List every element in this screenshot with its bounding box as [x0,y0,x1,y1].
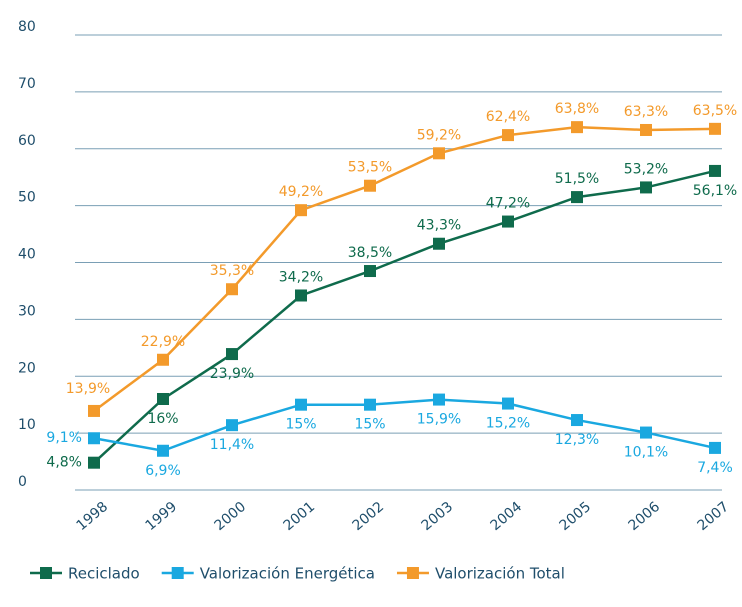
point [709,441,721,454]
point [364,265,376,278]
data-label: 7,4% [697,460,733,476]
legend-marker [171,567,184,579]
point [157,353,169,366]
point [433,147,445,160]
x-tick-label: 2004 [488,499,526,534]
x-tick-label: 2006 [626,499,664,534]
point [226,419,238,432]
x-tick-label: 2005 [557,499,595,534]
data-label: 63,5% [693,103,737,119]
point [502,129,514,142]
point [502,215,514,228]
point [364,398,376,411]
legend-label: Reciclado [68,565,140,583]
y-tick-label: 0 [18,474,27,490]
data-label: 47,2% [486,196,530,212]
data-label: 4,8% [46,455,82,471]
y-tick-label: 10 [18,417,36,433]
data-label: 35,3% [210,263,254,279]
x-tick-label: 2007 [695,499,733,534]
point [709,164,721,177]
series-line [93,169,716,464]
data-label: 11,4% [210,437,254,453]
data-label: 53,5% [348,160,392,176]
x-tick-label: 2003 [419,499,457,534]
point [226,348,238,361]
y-tick-label: 50 [18,190,36,206]
data-label: 43,3% [417,218,461,234]
data-label: 13,9% [66,381,110,397]
series-line [93,125,716,412]
data-label: 23,9% [210,366,254,382]
point [226,283,238,296]
data-label: 49,2% [279,184,323,200]
point [640,123,652,136]
data-label: 15% [354,417,385,433]
x-tick-label: 1999 [143,499,181,534]
point [295,398,307,411]
x-tick-label: 2000 [212,499,250,534]
point [640,426,652,439]
y-tick-label: 20 [18,360,36,376]
legend-label: Valorización Total [435,565,565,583]
data-label: 15% [285,417,316,433]
y-tick-label: 40 [18,247,36,263]
data-label: 6,9% [145,463,181,479]
series-line [93,398,716,453]
legend-marker [40,567,52,579]
point [571,191,583,204]
data-label: 59,2% [417,127,461,143]
data-label: 63,3% [624,104,668,120]
point [433,237,445,250]
y-tick-label: 30 [18,303,36,319]
point [571,414,583,427]
data-label: 16% [147,411,178,427]
data-label: 10,1% [624,445,668,461]
point [571,121,583,134]
data-label: 15,9% [417,412,461,428]
point [433,393,445,406]
data-label: 34,2% [279,269,323,285]
point [88,432,100,445]
data-label: 9,1% [46,430,82,446]
point [640,181,652,194]
y-tick-label: 70 [18,76,36,92]
point [88,404,100,417]
point [295,289,307,302]
data-label: 51,5% [555,171,599,187]
data-label: 53,2% [624,161,668,177]
data-label: 15,2% [486,416,530,432]
y-tick-label: 60 [18,133,36,149]
data-label: 56,1% [693,183,737,199]
point [364,179,376,192]
point [157,393,169,405]
data-label: 22,9% [141,334,185,350]
point [709,122,721,135]
y-tick-label: 80 [18,19,36,35]
legend-label: Valorización Energética [200,565,375,583]
legend-marker [406,567,419,579]
x-tick-label: 2001 [281,499,319,534]
data-label: 12,3% [555,432,599,448]
data-label: 38,5% [348,245,392,261]
point [88,456,100,469]
x-tick-label: 2002 [350,499,388,534]
point [502,397,514,410]
x-tick-label: 1998 [74,499,112,534]
data-label: 63,8% [555,101,599,117]
data-label: 62,4% [486,109,530,125]
point [295,204,307,217]
point [157,444,169,457]
